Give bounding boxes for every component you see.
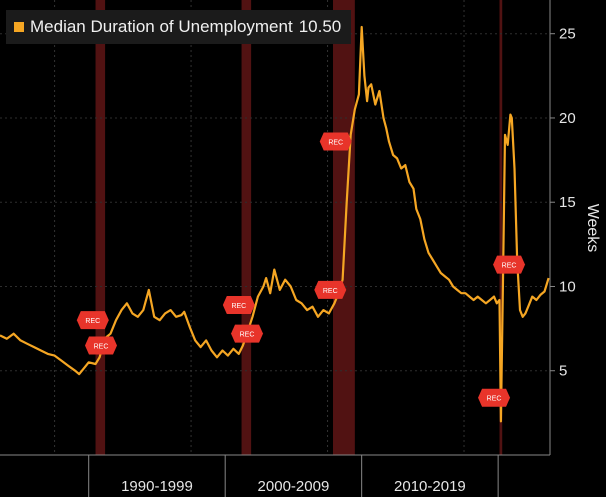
rec-marker-7: REC [478,388,511,407]
rec-marker-label: REC [328,140,343,147]
x-period-label-2: 2000-2009 [258,478,330,495]
rec-marker-label: REC [323,288,338,295]
rec-marker-shape [231,324,264,343]
rec-marker-shape [493,255,526,274]
y-tick-label-4: 20 [559,110,576,127]
rec-marker-label: REC [502,263,517,270]
legend-swatch [14,22,24,32]
rec-marker-3: REC [222,296,255,315]
rec-marker-1: REC [76,311,109,330]
y-axis-title: Weeks [584,204,601,253]
period-dividers [54,0,465,455]
recession-bands [95,0,503,455]
rec-marker-8: REC [493,255,526,274]
rec-marker-5: REC [314,280,347,299]
rec-marker-label: REC [94,343,109,350]
y-tick-label-2: 10 [559,278,576,295]
x-period-label-1: 1990-1999 [121,478,193,495]
y-tick-label-3: 15 [559,194,576,211]
series-line [0,25,550,423]
recession-band-3 [333,0,355,455]
rec-marker-shape [478,388,511,407]
rec-marker-shape [319,132,352,151]
y-tick-label-5: 25 [559,26,576,43]
x-period-label-3: 2010-2019 [394,478,466,495]
y-tick-label-1: 5 [559,363,567,380]
legend-series-name: Median Duration of Unemployment [30,17,293,36]
recession-band-1 [95,0,106,455]
rec-marker-label: REC [85,318,100,325]
y-axis: 5 10 15 20 25 Weeks [549,0,601,455]
rec-marker-shape [84,336,117,355]
x-axis: 1990-1999 2000-2009 2010-2019 [0,454,550,497]
recession-markers: REC REC REC REC REC REC REC REC [76,132,526,407]
rec-marker-6: REC [319,132,352,151]
rec-marker-4: REC [231,324,264,343]
rec-marker-label: REC [231,303,246,310]
recession-band-4 [499,0,503,455]
rec-marker-2: REC [84,336,117,355]
recession-band-2 [241,0,252,455]
rec-marker-shape [314,280,347,299]
chart-legend: Median Duration of Unemployment 10.50 [6,10,352,44]
rec-marker-label: REC [487,396,502,403]
series-line-1 [0,25,550,423]
rec-marker-label: REC [240,332,255,339]
rec-marker-shape [76,311,109,330]
legend-last-value: 10.50 [298,17,342,36]
rec-marker-shape [222,296,255,315]
